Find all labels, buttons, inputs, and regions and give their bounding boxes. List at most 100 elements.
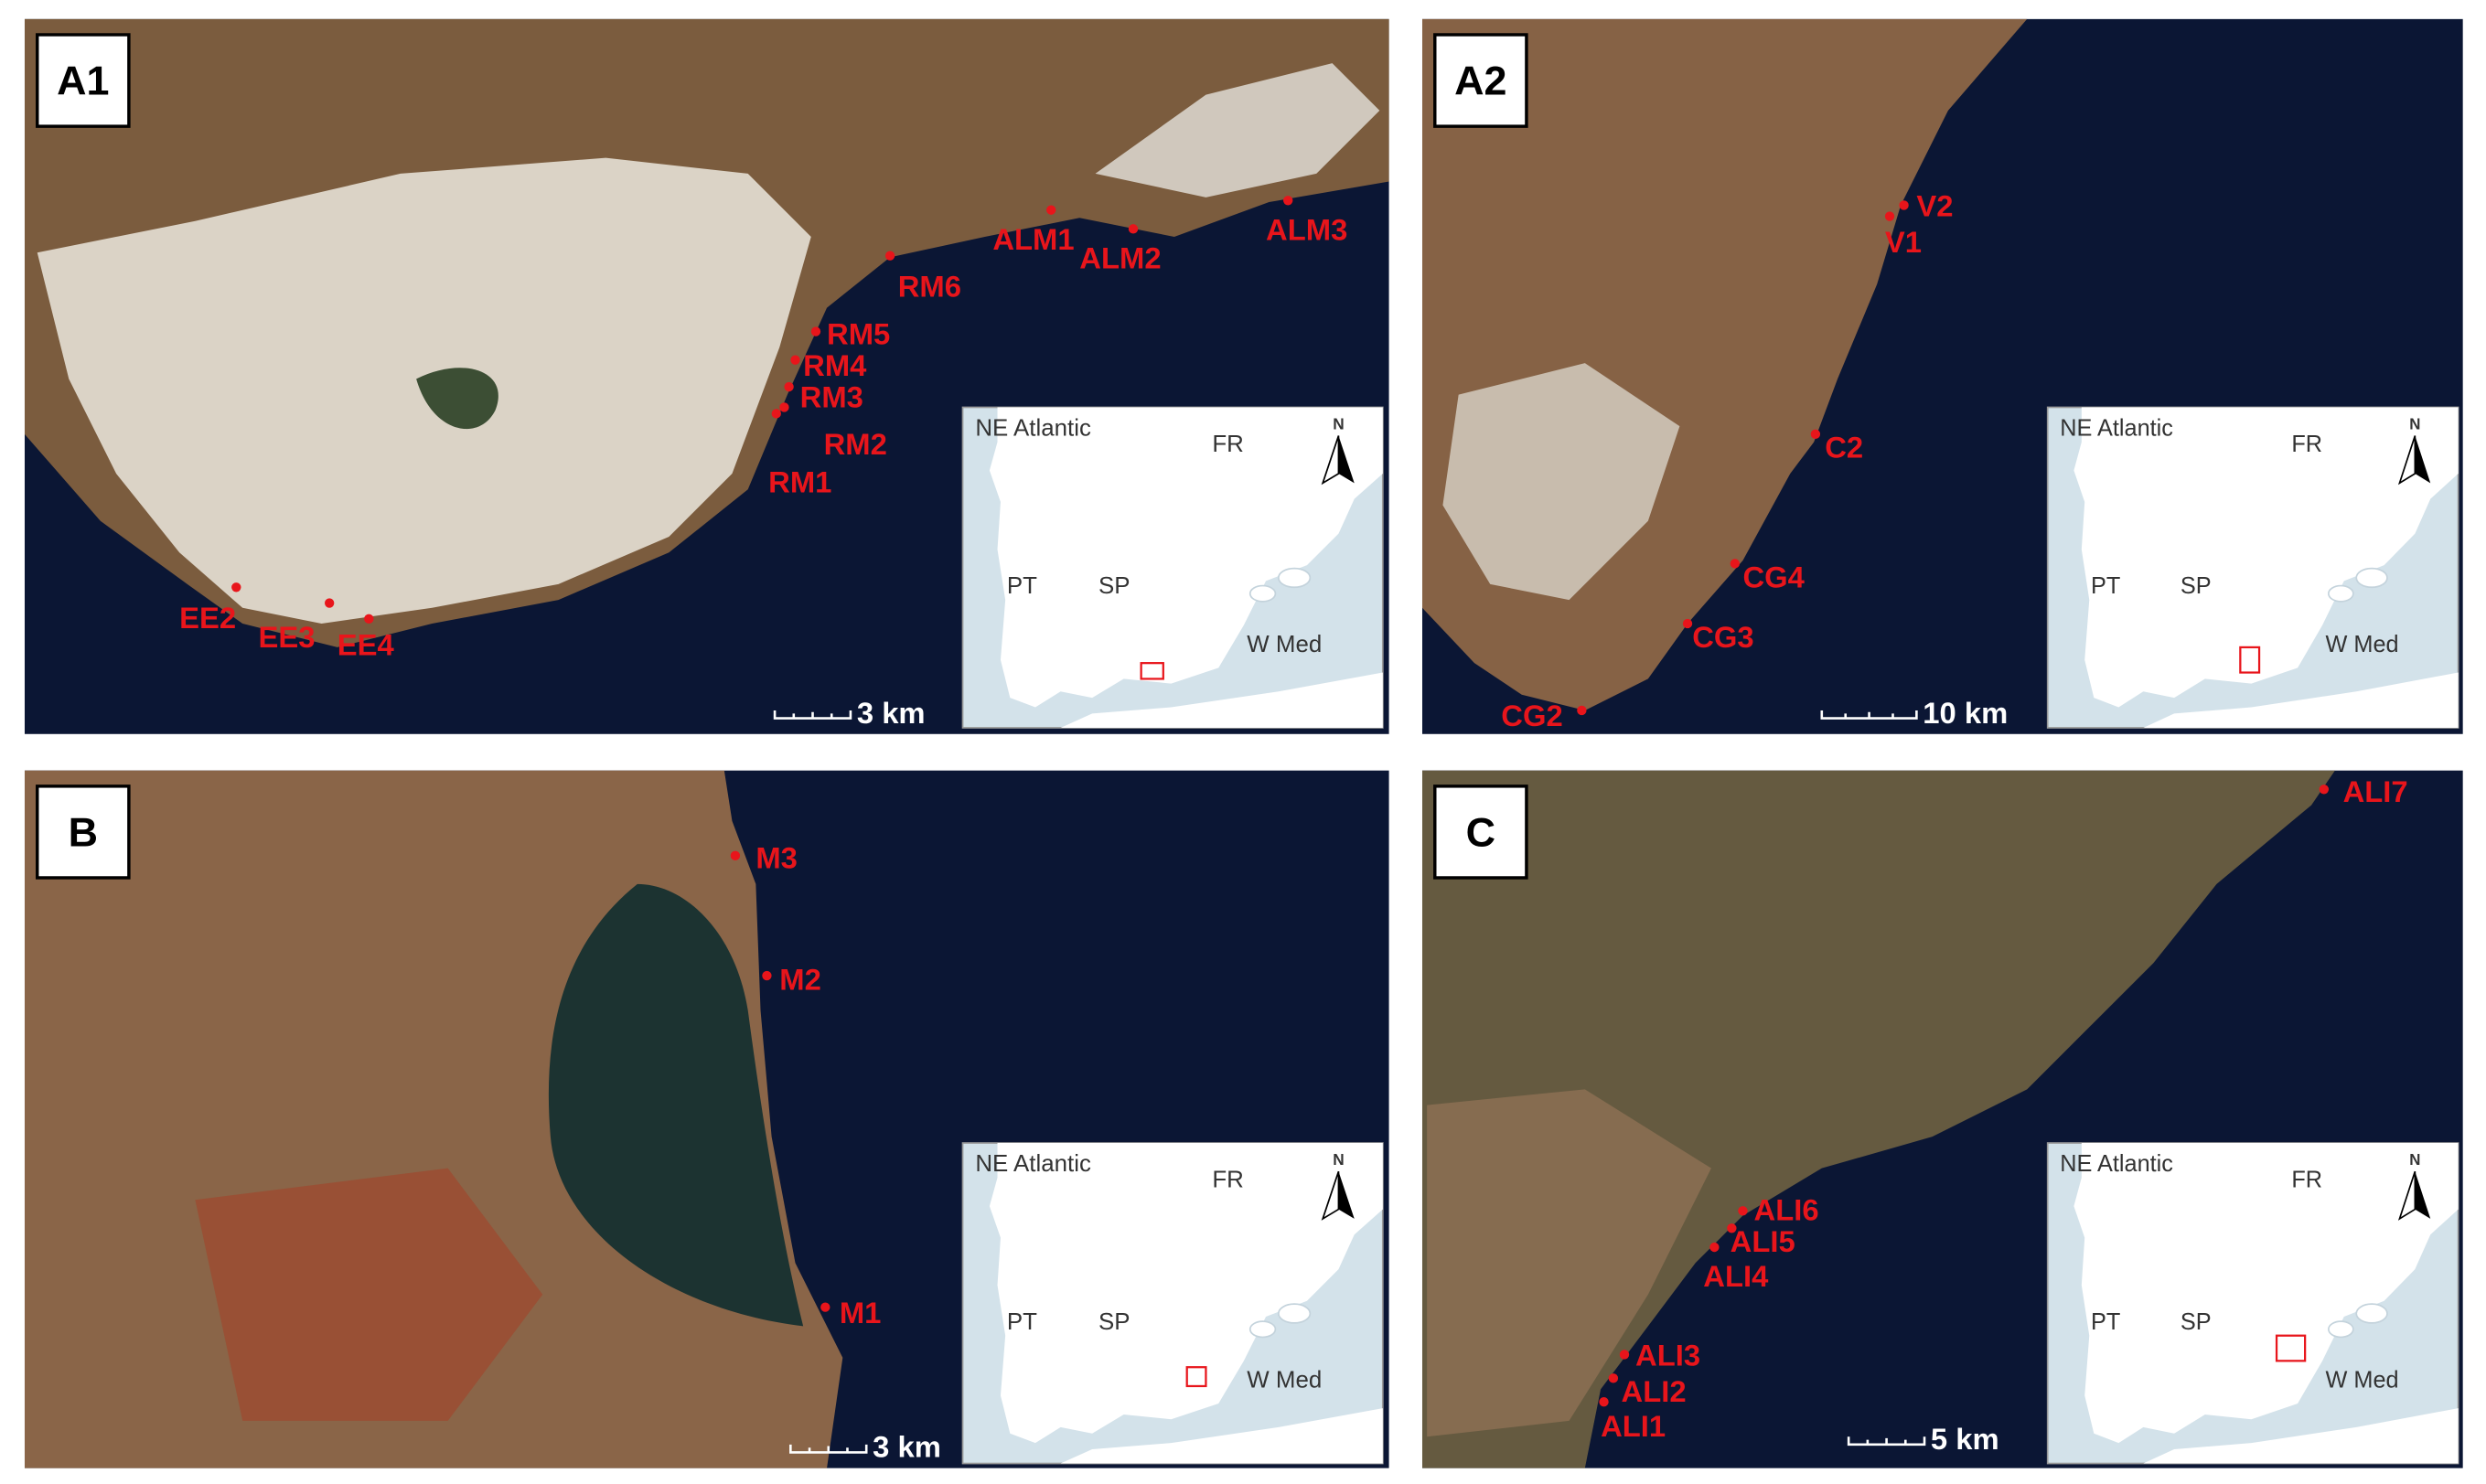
land-feature [195, 1168, 543, 1421]
site-marker [1709, 1242, 1720, 1253]
site-marker [810, 326, 821, 336]
site-marker [784, 381, 794, 392]
site-marker [1730, 559, 1741, 569]
site-label: M1 [840, 1296, 882, 1329]
inset-label: SP [1098, 1309, 1130, 1335]
site-label: ALI1 [1601, 1409, 1666, 1443]
site-marker [884, 251, 895, 261]
site-label: RM6 [898, 270, 961, 304]
inset-map: NE Atlantic FR PT SP W Med N [2046, 406, 2459, 729]
inset-africa [2143, 1408, 2459, 1464]
north-arrow [1321, 435, 1340, 486]
inset-label: FR [2291, 432, 2322, 457]
site-marker [779, 402, 789, 412]
site-marker [1599, 1397, 1609, 1407]
inset-island [1277, 567, 1312, 589]
site-label: RM3 [800, 379, 863, 413]
north-arrow [1321, 1170, 1340, 1221]
panel-label-box [36, 33, 131, 128]
inset-label: PT [1007, 1309, 1037, 1335]
inset-label: W Med [2325, 632, 2398, 657]
site-marker [2319, 785, 2330, 795]
north-label: N [1333, 1150, 1344, 1169]
land-feature [548, 883, 804, 1327]
site-marker [730, 850, 741, 860]
inset-label: FR [1212, 432, 1244, 457]
inset-label: FR [1212, 1167, 1244, 1192]
site-marker [231, 582, 241, 593]
inset-island [2355, 567, 2388, 589]
scale-bar [773, 710, 852, 720]
site-marker [820, 1302, 830, 1312]
inset-label: W Med [1247, 632, 1322, 657]
site-marker [790, 355, 800, 365]
site-marker [1727, 1223, 1737, 1233]
site-label: ALI6 [1754, 1193, 1819, 1227]
land-feature [1427, 1089, 1711, 1437]
inset-africa [2143, 672, 2459, 728]
site-label: CG2 [1501, 699, 1562, 732]
site-marker [1810, 429, 1821, 439]
site-marker [1884, 211, 1895, 221]
site-marker [1682, 618, 1693, 629]
panel-label-box [1433, 33, 1528, 128]
map-panel: B M3 M2 M1 3 km NE Atlantic FR PT SP W Med N [24, 770, 1389, 1468]
site-label: RM2 [824, 427, 887, 461]
site-label: CG3 [1692, 620, 1753, 654]
north-label: N [1333, 415, 1344, 433]
site-label: V2 [1916, 189, 1953, 223]
panel-label: B [69, 808, 98, 855]
panel-label: C [1466, 808, 1495, 855]
site-label: C2 [1825, 431, 1863, 464]
site-label: ALI7 [2343, 774, 2408, 808]
land [1421, 770, 2335, 1468]
inset-europe [989, 407, 1383, 708]
scale-bar [789, 1444, 868, 1454]
land-feature [1095, 63, 1380, 198]
inset-label: PT [1007, 573, 1037, 599]
site-label: CG4 [1742, 560, 1805, 593]
inset-island [1248, 584, 1277, 603]
north-arrow [2415, 435, 2431, 484]
site-label: RM5 [827, 316, 890, 350]
inset-label: W Med [2325, 1367, 2398, 1393]
scale-label: 3 km [873, 1430, 941, 1464]
study-area-box [1185, 1366, 1207, 1388]
site-marker [1283, 196, 1293, 206]
inset-label: PT [2091, 573, 2121, 599]
panel-label: A1 [57, 58, 109, 104]
site-marker [1577, 705, 1587, 716]
inset-island [1277, 1303, 1312, 1324]
inset-europe [2073, 407, 2459, 708]
inset-label: PT [2091, 1309, 2121, 1335]
land-feature [416, 368, 498, 430]
study-area-box [2239, 646, 2261, 674]
north-label: N [2409, 415, 2420, 432]
site-label: RM4 [803, 348, 867, 382]
site-label: M3 [755, 841, 798, 875]
site-marker [1608, 1373, 1619, 1383]
inset-island [2328, 584, 2354, 603]
inset-sea-label: NE Atlantic [975, 416, 1091, 442]
site-marker [1899, 200, 1909, 210]
site-marker [762, 970, 772, 981]
inset-europe [989, 1143, 1383, 1444]
site-marker [1738, 1206, 1748, 1216]
site-label: ALI2 [1622, 1374, 1687, 1408]
inset-africa [1060, 672, 1383, 728]
study-area-box [1140, 662, 1164, 680]
site-label: EE4 [338, 628, 395, 662]
inset-sea-label: NE Atlantic [2060, 415, 2173, 441]
inset-europe [2073, 1143, 2459, 1444]
scale-label: 3 km [857, 696, 926, 730]
north-label: N [2409, 1151, 2420, 1169]
site-marker [771, 409, 781, 419]
scale-bar [1820, 710, 1918, 720]
inset-map: NE Atlantic FR PT SP W Med N [961, 1142, 1384, 1465]
panel-label-box [1433, 785, 1528, 880]
site-label: EE3 [258, 620, 315, 654]
site-label: V1 [1885, 225, 1922, 259]
land-feature [1442, 363, 1680, 601]
